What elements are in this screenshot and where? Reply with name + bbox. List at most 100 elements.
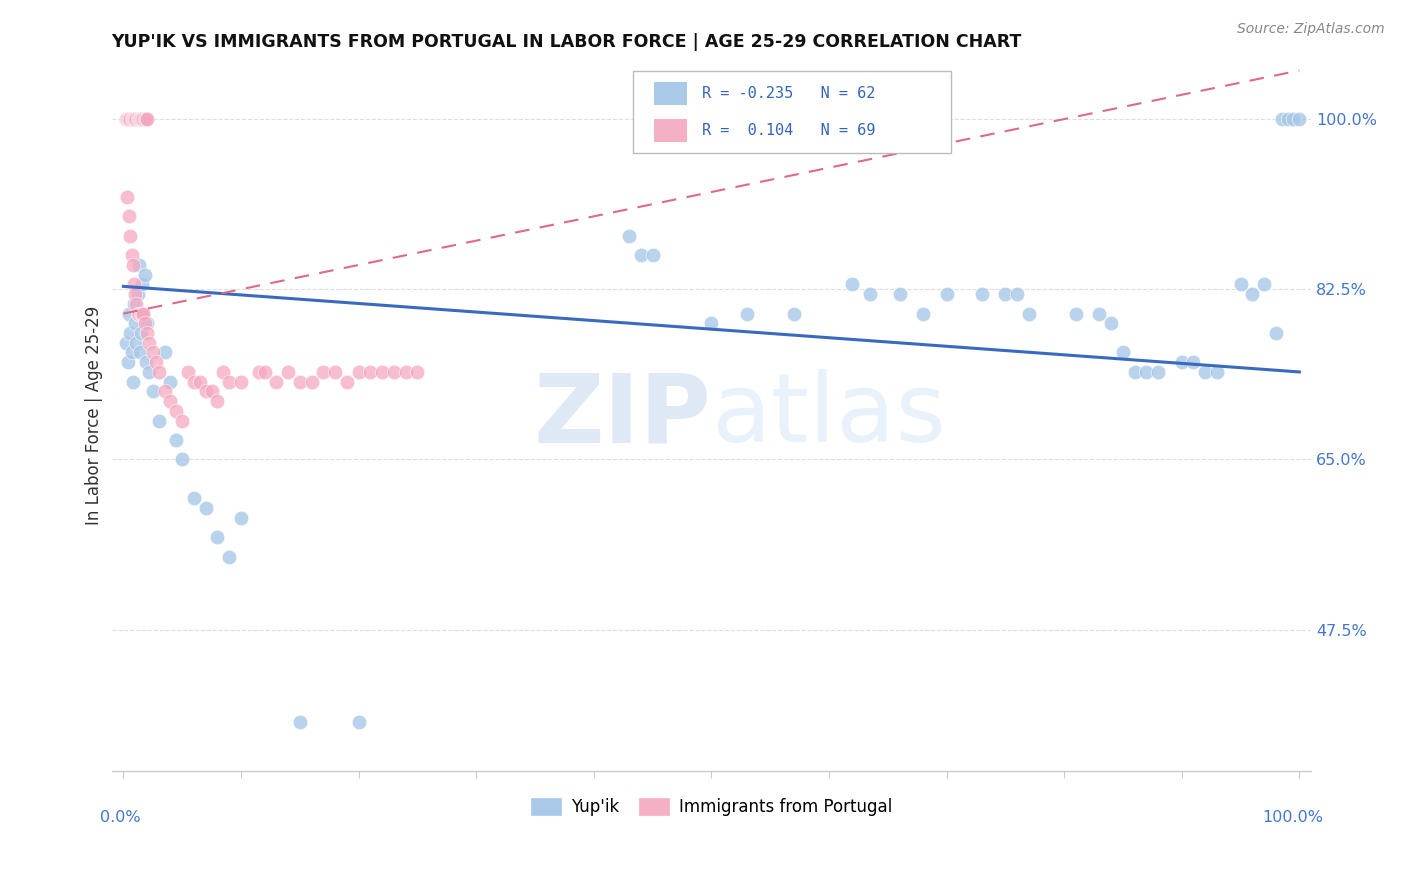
Point <box>131 112 153 127</box>
Point <box>132 307 155 321</box>
Text: 100.0%: 100.0% <box>1263 810 1323 825</box>
Point <box>117 112 139 127</box>
Point <box>128 345 150 359</box>
Point <box>288 715 311 730</box>
Point <box>1277 112 1299 127</box>
Point <box>138 335 160 350</box>
Point <box>911 307 934 321</box>
Point <box>207 530 229 544</box>
Point <box>312 365 335 379</box>
Point <box>122 297 145 311</box>
Point <box>1241 287 1264 301</box>
Point <box>128 112 150 127</box>
Point <box>1099 316 1122 330</box>
Point <box>200 384 222 399</box>
Point <box>301 375 323 389</box>
Point <box>124 287 146 301</box>
Text: Source: ZipAtlas.com: Source: ZipAtlas.com <box>1237 22 1385 37</box>
Point <box>124 112 146 127</box>
Point <box>159 394 181 409</box>
Point <box>264 375 287 389</box>
Point <box>134 316 156 330</box>
Point <box>1264 326 1286 340</box>
Point <box>1282 112 1305 127</box>
Point <box>125 335 148 350</box>
Point <box>114 112 136 127</box>
Point <box>1194 365 1216 379</box>
Point <box>183 491 205 506</box>
Text: YUP'IK VS IMMIGRANTS FROM PORTUGAL IN LABOR FORCE | AGE 25-29 CORRELATION CHART: YUP'IK VS IMMIGRANTS FROM PORTUGAL IN LA… <box>111 33 1022 51</box>
Point <box>207 394 229 409</box>
Point <box>142 345 165 359</box>
Point <box>125 297 148 311</box>
Point <box>1271 112 1294 127</box>
Point <box>114 335 136 350</box>
Point <box>177 365 200 379</box>
Point <box>172 414 194 428</box>
Point <box>382 365 405 379</box>
Point <box>1288 112 1310 127</box>
Point <box>121 375 143 389</box>
Point <box>935 287 957 301</box>
Point <box>131 277 153 292</box>
Point <box>121 112 143 127</box>
Point <box>153 345 176 359</box>
Point <box>229 375 252 389</box>
Y-axis label: In Labor Force | Age 25-29: In Labor Force | Age 25-29 <box>86 306 103 525</box>
Point <box>120 228 142 243</box>
Point <box>118 210 141 224</box>
Point <box>120 112 142 127</box>
Point <box>122 277 145 292</box>
Point <box>138 365 160 379</box>
Point <box>117 355 139 369</box>
Point <box>1064 307 1087 321</box>
Point <box>121 345 143 359</box>
Point <box>277 365 299 379</box>
Point <box>134 112 156 127</box>
Point <box>121 258 143 272</box>
Text: 0.0%: 0.0% <box>100 810 141 825</box>
Point <box>128 112 150 127</box>
Point <box>323 365 346 379</box>
Point <box>229 511 252 525</box>
Point <box>142 384 165 399</box>
Point <box>127 112 149 127</box>
Point <box>406 365 429 379</box>
Point <box>288 375 311 389</box>
Point <box>1088 307 1111 321</box>
Point <box>118 307 141 321</box>
Point <box>135 112 157 127</box>
Point <box>125 112 148 127</box>
Point <box>218 549 240 564</box>
Point <box>145 355 167 369</box>
Text: atlas: atlas <box>711 369 946 462</box>
Point <box>188 375 211 389</box>
Point <box>135 326 157 340</box>
Point <box>129 112 152 127</box>
Point <box>1170 355 1192 369</box>
Point <box>183 375 205 389</box>
Point <box>700 316 723 330</box>
Point <box>135 112 157 127</box>
Point <box>218 375 240 389</box>
Point <box>135 316 157 330</box>
Point <box>1206 365 1229 379</box>
Text: ZIP: ZIP <box>533 369 711 462</box>
Point <box>159 375 181 389</box>
Point <box>1018 307 1040 321</box>
Point <box>859 287 882 301</box>
Point <box>134 268 156 282</box>
Point <box>128 258 150 272</box>
Point <box>127 307 149 321</box>
Point <box>148 414 170 428</box>
Point <box>153 384 176 399</box>
Point <box>371 365 394 379</box>
Point <box>1253 277 1275 292</box>
Point <box>1135 365 1157 379</box>
Point <box>129 326 152 340</box>
Point <box>132 307 155 321</box>
Point <box>394 365 416 379</box>
Point <box>253 365 276 379</box>
Point <box>1147 365 1170 379</box>
Point <box>172 452 194 467</box>
